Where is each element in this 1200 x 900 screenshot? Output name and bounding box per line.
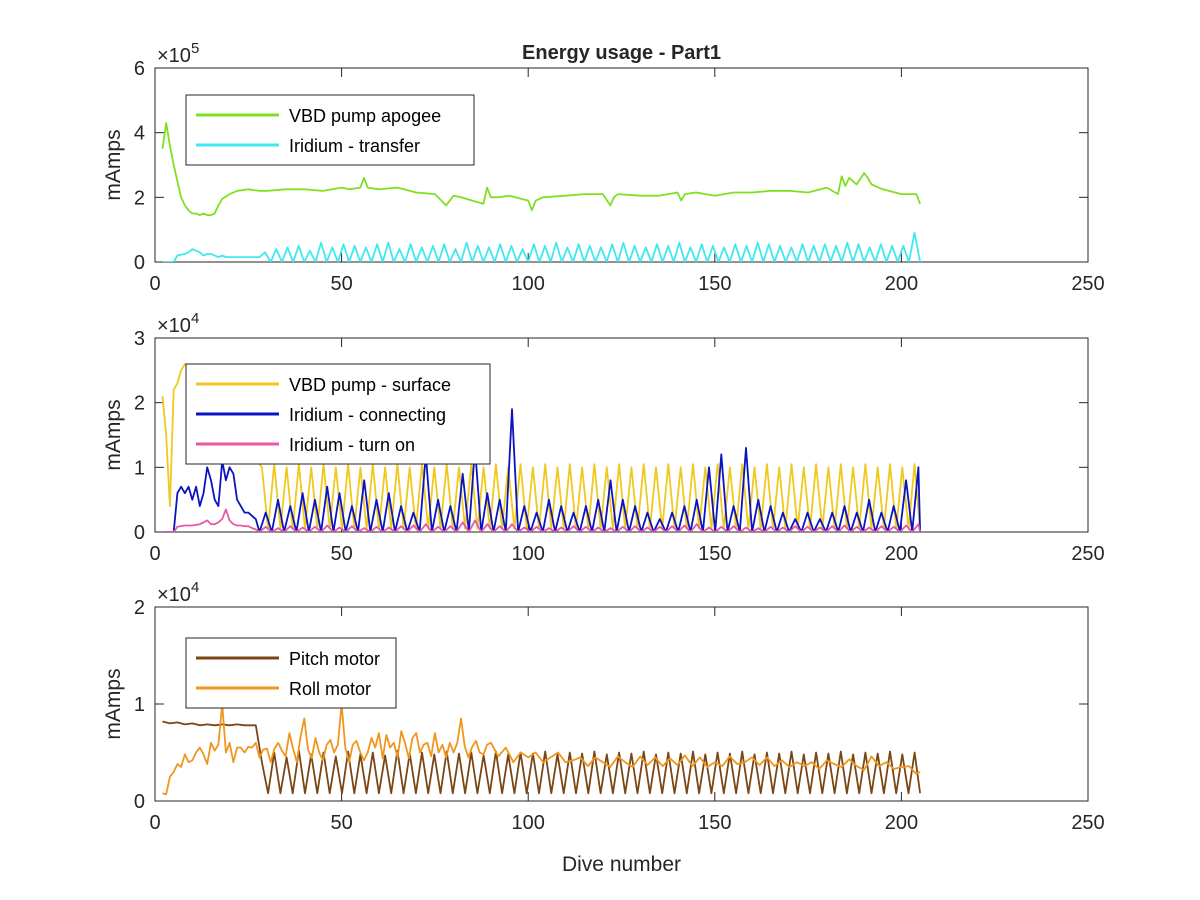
y-axis-label: mAmps bbox=[102, 399, 125, 470]
legend-entry: Iridium - transfer bbox=[289, 136, 420, 156]
x-tick-label: 250 bbox=[1071, 812, 1104, 834]
y-axis-label: mAmps bbox=[102, 668, 125, 739]
x-tick-label: 0 bbox=[149, 273, 160, 295]
y-tick-label: 6 bbox=[134, 58, 145, 80]
y-tick-label: 2 bbox=[134, 187, 145, 209]
y-tick-label: 0 bbox=[134, 791, 145, 813]
x-tick-label: 150 bbox=[698, 812, 731, 834]
series-line-iridium-connecting bbox=[162, 408, 921, 532]
y-tick-label: 1 bbox=[134, 457, 145, 479]
x-tick-label: 100 bbox=[512, 812, 545, 834]
x-tick-label: 50 bbox=[330, 543, 352, 565]
legend-entry: Roll motor bbox=[289, 679, 371, 699]
legend-entry: Iridium - turn on bbox=[289, 435, 415, 455]
y-axis-exponent: ×105 bbox=[157, 40, 199, 67]
x-tick-label: 200 bbox=[885, 273, 918, 295]
exponent-value: 5 bbox=[191, 40, 199, 57]
legend: Pitch motor Roll motor bbox=[185, 637, 397, 709]
legend-entry: VBD pump apogee bbox=[289, 106, 441, 126]
x-tick-label: 150 bbox=[698, 273, 731, 295]
x-tick-label: 100 bbox=[512, 273, 545, 295]
x-tick-label: 200 bbox=[885, 812, 918, 834]
legend-box bbox=[185, 637, 397, 709]
x-tick-label: 0 bbox=[149, 812, 160, 834]
plot-area bbox=[161, 363, 921, 532]
y-tick-label: 0 bbox=[134, 522, 145, 544]
legend-box bbox=[185, 94, 475, 166]
exponent-value: 4 bbox=[191, 579, 199, 596]
legend: VBD pump - surface Iridium - connecting Ir… bbox=[185, 363, 491, 465]
chart-panel-1: 0 50 100 150 200 250 0 2 4 6 ×105 mAmps Energy usage… bbox=[102, 40, 1105, 295]
plot-area bbox=[162, 703, 921, 796]
legend: VBD pump apogee Iridium - transfer bbox=[185, 94, 475, 166]
series-line-pitch-motor bbox=[162, 720, 921, 795]
y-tick-label: 0 bbox=[134, 252, 145, 274]
plot-area bbox=[161, 122, 921, 262]
chart-title: Energy usage - Part1 bbox=[522, 42, 721, 64]
y-axis-exponent: ×104 bbox=[157, 579, 199, 606]
x-tick-label: 200 bbox=[885, 543, 918, 565]
x-axis-label: Dive number bbox=[562, 853, 681, 876]
y-tick-label: 2 bbox=[134, 597, 145, 619]
x-tick-label: 150 bbox=[698, 543, 731, 565]
x-tick-label: 250 bbox=[1071, 273, 1104, 295]
series-line-iridium-turn-on bbox=[162, 508, 921, 532]
y-axis-label: mAmps bbox=[102, 129, 125, 200]
legend-entry: Iridium - connecting bbox=[289, 405, 446, 425]
legend-entry: Pitch motor bbox=[289, 649, 380, 669]
series-line-iridium-transfer bbox=[162, 232, 921, 262]
x-tick-label: 250 bbox=[1071, 543, 1104, 565]
series-line-vbd-pump-apogee bbox=[161, 122, 921, 216]
x-tick-label: 50 bbox=[330, 273, 352, 295]
legend-entry: VBD pump - surface bbox=[289, 375, 451, 395]
chart-panel-3: 0 50 100 150 200 250 0 1 2 ×104 mAmps Dive number Pi… bbox=[102, 579, 1105, 876]
y-tick-label: 4 bbox=[134, 123, 145, 145]
exponent-value: 4 bbox=[191, 310, 199, 327]
chart-panel-2: 0 50 100 150 200 250 0 1 2 3 ×104 mAmps VBD pump - s… bbox=[102, 310, 1105, 565]
y-tick-label: 1 bbox=[134, 694, 145, 716]
x-tick-label: 50 bbox=[330, 812, 352, 834]
series-line-vbd-pump-surface bbox=[161, 363, 921, 530]
y-tick-label: 3 bbox=[134, 328, 145, 350]
y-tick-label: 2 bbox=[134, 393, 145, 415]
y-axis-exponent: ×104 bbox=[157, 310, 199, 337]
series-line-roll-motor bbox=[162, 703, 921, 796]
x-tick-label: 0 bbox=[149, 543, 160, 565]
x-tick-label: 100 bbox=[512, 543, 545, 565]
